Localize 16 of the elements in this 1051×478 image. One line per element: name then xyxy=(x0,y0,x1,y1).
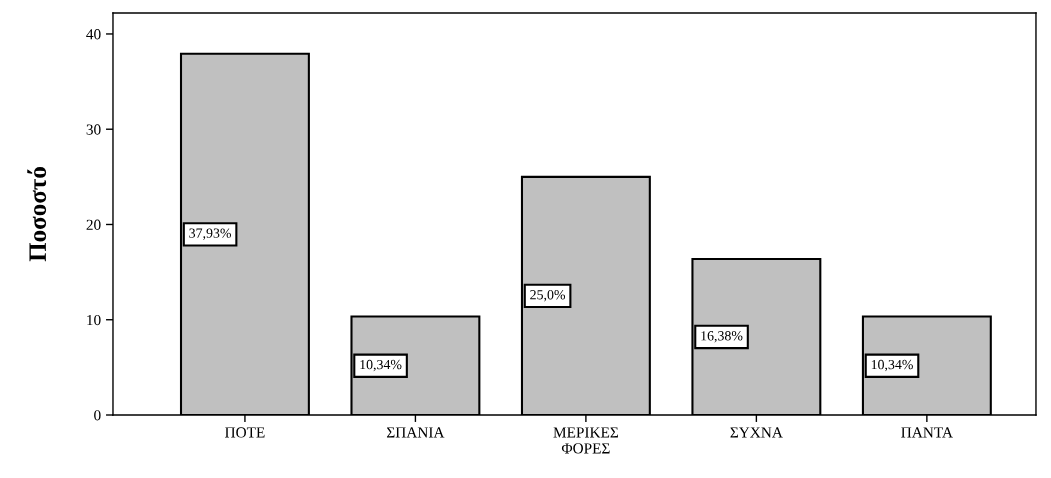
data-label: 16,38% xyxy=(701,331,743,343)
data-label: 10,34% xyxy=(871,359,913,372)
y-tick-label: 10 xyxy=(87,314,101,326)
data-label: 10,34% xyxy=(360,359,402,372)
x-tick-label: ΠΟΤΕ xyxy=(225,427,265,438)
y-axis-title: Ποσοστό xyxy=(27,167,47,262)
x-tick-label: ΠΑΝΤΑ xyxy=(901,427,953,438)
x-tick-label: ΣΥΧΝΑ xyxy=(730,427,783,438)
data-label: 25,0% xyxy=(530,290,566,302)
y-tick-label: 40 xyxy=(86,29,101,40)
data-label: 37,93% xyxy=(189,228,232,240)
x-tick-label: ΣΠΑΝΙΑ xyxy=(386,427,445,438)
y-tick-label: 0 xyxy=(94,410,101,421)
y-tick-label: 30 xyxy=(86,124,101,135)
x-tick-label: ΜΕΡΙΚΕΣ ΦΟΡΕΣ xyxy=(553,427,619,454)
y-tick-label: 20 xyxy=(86,219,101,230)
